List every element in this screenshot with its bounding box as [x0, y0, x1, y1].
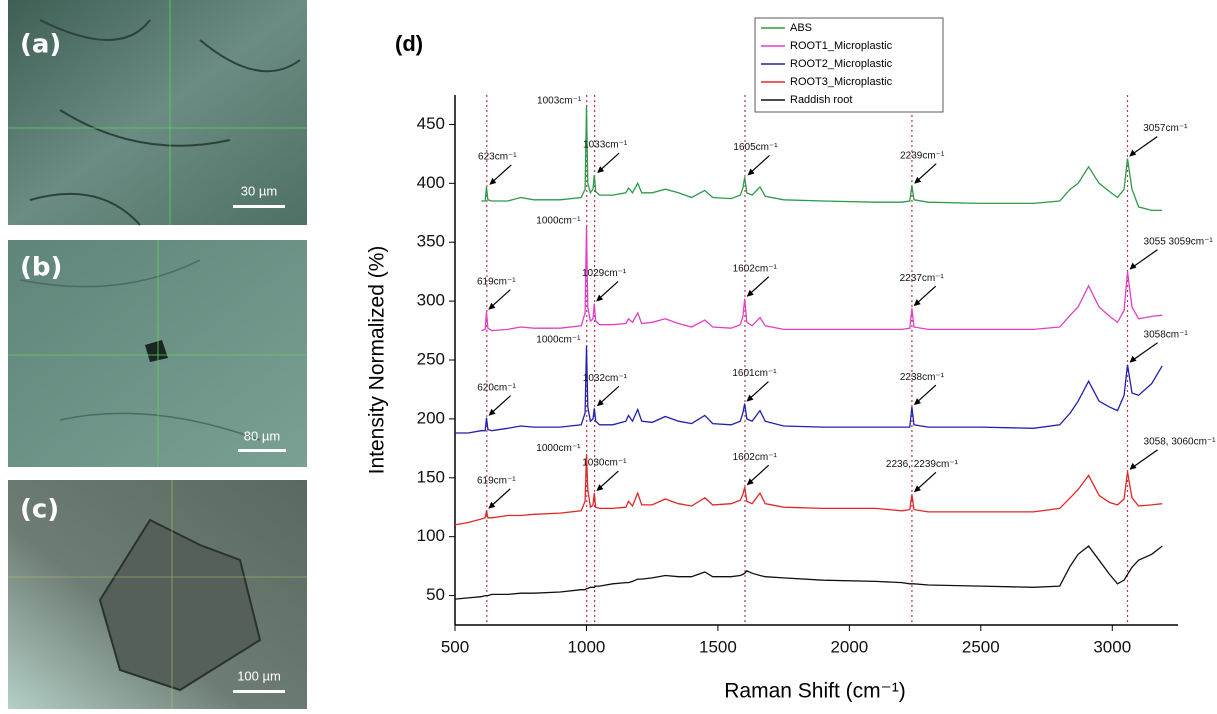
series-line — [454, 545, 1163, 600]
annotation: 619cm⁻¹ — [477, 475, 516, 486]
panel-b — [8, 240, 307, 467]
y-axis-label: Intensity Normalized (%) — [366, 246, 389, 475]
y-tick-label: 100 — [417, 526, 445, 545]
legend-label: ROOT2_Microplastic — [790, 58, 893, 70]
x-axis-label: Raman Shift (cm⁻¹) — [724, 680, 905, 703]
panel-c — [8, 480, 307, 709]
y-tick-label: 400 — [417, 173, 445, 192]
annotation-arrowhead — [746, 478, 754, 486]
y-tick-label: 350 — [417, 232, 445, 251]
annotation-arrowhead — [913, 485, 921, 493]
annotation: 1605cm⁻¹ — [733, 142, 778, 153]
y-tick-label: 300 — [417, 291, 445, 310]
annotation: 2239cm⁻¹ — [900, 150, 945, 161]
panel-label: (c) — [20, 495, 59, 525]
y-tick-label: 200 — [417, 408, 445, 427]
x-tick-label: 2500 — [962, 637, 1000, 656]
annotation: 1000cm⁻¹ — [536, 443, 581, 454]
annotation-arrowhead — [914, 176, 922, 184]
legend-label: ROOT1_Microplastic — [790, 40, 893, 52]
annotation: 2237cm⁻¹ — [900, 273, 945, 284]
scale-bar-label: 100 µm — [237, 668, 281, 683]
series-line — [481, 106, 1163, 212]
annotation: 619cm⁻¹ — [477, 276, 516, 287]
y-tick-label: 250 — [417, 349, 445, 368]
annotation: 3058, 3060cm⁻¹ — [1144, 437, 1217, 448]
annotation-arrow — [1130, 449, 1158, 470]
annotation-arrowhead — [1129, 149, 1137, 157]
series-line — [481, 226, 1163, 332]
annotation: 3057cm⁻¹ — [1143, 123, 1188, 134]
annotation: 1000cm⁻¹ — [536, 335, 581, 346]
annotation-arrowhead — [596, 484, 604, 492]
annotation-arrowhead — [488, 501, 496, 509]
annotation: 1003cm⁻¹ — [537, 95, 582, 106]
y-tick-label: 50 — [426, 585, 445, 604]
annotation-arrowhead — [746, 394, 754, 402]
annotation-arrowhead — [596, 399, 604, 407]
legend-label: ROOT3_Microplastic — [790, 76, 893, 88]
annotation-arrowhead — [488, 302, 496, 310]
x-tick-label: 3000 — [1093, 637, 1131, 656]
panel-label: (a) — [20, 30, 61, 60]
panel-a — [8, 0, 307, 226]
annotation: 1602cm⁻¹ — [733, 263, 778, 274]
annotation-arrowhead — [747, 168, 755, 176]
annotation-arrow — [1130, 342, 1158, 363]
annotation-arrowhead — [913, 398, 921, 406]
scale-bar-label: 80 µm — [244, 428, 280, 443]
annotation: 1030cm⁻¹ — [582, 458, 627, 469]
annotation-arrow — [1129, 136, 1158, 157]
annotation: 620cm⁻¹ — [477, 382, 516, 393]
legend-label: ABS — [790, 22, 812, 34]
series-line — [454, 454, 1163, 526]
annotation-arrowhead — [1129, 262, 1137, 270]
scale-bar-label: 30 µm — [241, 183, 277, 198]
annotation: 1000cm⁻¹ — [536, 216, 581, 227]
y-tick-label: 150 — [417, 467, 445, 486]
annotation-arrowhead — [746, 289, 754, 297]
annotation: 1033cm⁻¹ — [583, 140, 628, 151]
annotation-arrowhead — [596, 294, 604, 302]
panel-label: (b) — [20, 253, 62, 283]
annotation: 3055 3059cm⁻¹ — [1144, 236, 1214, 247]
annotation-arrowhead — [1129, 462, 1137, 470]
annotation-arrowhead — [913, 299, 921, 307]
annotation: 1601cm⁻¹ — [732, 368, 777, 379]
x-tick-label: 1500 — [699, 637, 737, 656]
legend-label: Raddish root — [790, 94, 852, 106]
y-tick-label: 450 — [417, 114, 445, 133]
legend-box — [754, 17, 944, 113]
chart-title: (d) — [395, 31, 423, 56]
annotation: 623cm⁻¹ — [478, 152, 517, 163]
annotation-arrowhead — [597, 166, 605, 174]
annotation: 1032cm⁻¹ — [583, 373, 628, 384]
annotation-arrowhead — [488, 408, 496, 416]
annotation: 1602cm⁻¹ — [733, 452, 778, 463]
annotation: 3058cm⁻¹ — [1144, 329, 1189, 340]
x-tick-label: 1000 — [568, 637, 606, 656]
annotation-arrowhead — [489, 177, 497, 185]
x-tick-label: 500 — [441, 637, 469, 656]
series-line — [455, 345, 1163, 434]
annotation-arrowhead — [1129, 355, 1137, 363]
annotation: 1029cm⁻¹ — [582, 268, 627, 279]
annotation: 2238cm⁻¹ — [900, 372, 945, 383]
x-tick-label: 2000 — [830, 637, 868, 656]
annotation: 2236, 2239cm⁻¹ — [886, 459, 959, 470]
annotation-arrow — [1130, 249, 1158, 270]
